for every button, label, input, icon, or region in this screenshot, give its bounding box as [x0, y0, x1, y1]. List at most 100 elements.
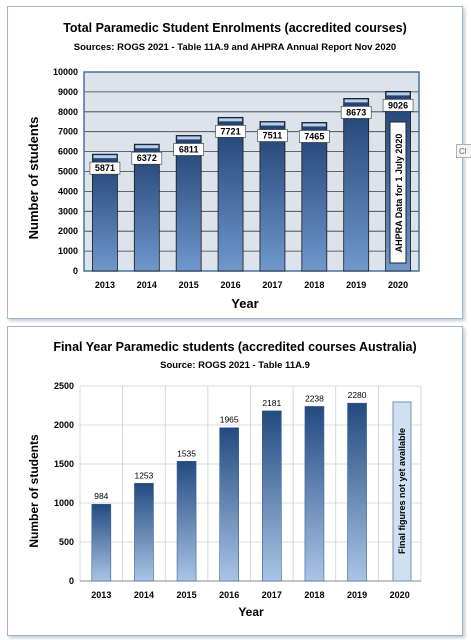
x-tick-label: 2019 [346, 280, 366, 290]
data-label-text: 9026 [388, 100, 408, 110]
enrolments-chart-panel: Total Paramedic Student Enrolments (accr… [7, 6, 463, 319]
y-tick-label: 7000 [58, 127, 78, 137]
y-tick-label: 1500 [54, 459, 74, 469]
data-label: 6811 [173, 143, 204, 156]
data-label: 9026 [382, 99, 414, 112]
final-year-chart: Final Year Paramedic students (accredite… [27, 340, 422, 619]
x-tick-label: 2014 [134, 590, 154, 600]
x-tick-label: 2017 [262, 590, 282, 600]
x-tick-label: 2018 [304, 280, 324, 290]
x-tick-label: 2020 [390, 590, 410, 600]
y-axis-title: Number of students [27, 434, 41, 548]
y-tick-label: 500 [59, 537, 74, 547]
bar [347, 402, 367, 582]
bar [301, 122, 328, 272]
x-tick-label: 2015 [179, 280, 199, 290]
bar [134, 482, 154, 582]
bar-highlight [177, 136, 201, 140]
bar-body [343, 98, 370, 272]
y-tick-label: 0 [69, 576, 74, 586]
y-tick-label: 1000 [58, 246, 78, 256]
bar-highlight [93, 155, 117, 159]
bar [175, 135, 202, 272]
x-axis-title: Year [238, 605, 264, 619]
bar [91, 503, 112, 582]
annotation-box: AHPRA Data for 1 July 2020 [389, 121, 407, 264]
data-label: 2238 [305, 393, 324, 403]
data-label-text: 7721 [221, 126, 241, 136]
y-tick-label: 4000 [58, 186, 78, 196]
y-tick-label: 6000 [58, 147, 78, 157]
y-tick-label: 1000 [54, 498, 74, 508]
bar-body [217, 116, 244, 272]
x-tick-label: 2016 [221, 280, 241, 290]
annotation-box: Final figures not yet available [392, 401, 412, 582]
data-label-text: 5871 [95, 163, 115, 173]
y-axis-title: Number of students [26, 117, 41, 240]
y-tick-label: 2500 [54, 381, 74, 391]
data-label-box [215, 125, 246, 138]
edge-tab[interactable]: Cl [456, 144, 471, 158]
bar-body [259, 121, 286, 272]
y-tick-label: 3000 [58, 206, 78, 216]
bar-highlight [386, 92, 410, 96]
plot-frame [83, 71, 420, 272]
chart-subtitle: Source: ROGS 2021 - Table 11A.9 [160, 360, 310, 371]
annotation-box-bg [389, 121, 407, 264]
y-tick-label: 10000 [53, 67, 78, 77]
x-axis-title: Year [231, 296, 258, 311]
data-label-box [257, 129, 288, 142]
bar-body [301, 122, 328, 272]
bar-body [175, 135, 202, 272]
y-tick-label: 9000 [58, 87, 78, 97]
bar [133, 143, 160, 272]
bar [304, 406, 325, 582]
bar [259, 121, 286, 272]
y-tick-label: 2000 [54, 420, 74, 430]
bar-highlight [219, 118, 243, 122]
y-tick-label: 0 [73, 266, 78, 276]
y-tick-label: 8000 [58, 107, 78, 117]
data-label: 7721 [215, 125, 246, 138]
data-label-box [382, 99, 414, 112]
data-label-text: 6811 [179, 144, 199, 154]
data-label: 1965 [220, 415, 239, 425]
data-label-text: 7511 [263, 131, 283, 141]
enrolments-chart: Total Paramedic Student Enrolments (accr… [26, 21, 420, 311]
x-tick-label: 2013 [91, 590, 111, 600]
data-label: 6372 [131, 151, 163, 165]
bar-highlight [344, 99, 368, 103]
data-label-text: 6372 [137, 153, 157, 163]
y-tick-label: 5000 [58, 167, 78, 177]
chart-title: Total Paramedic Student Enrolments (accr… [63, 21, 407, 35]
x-tick-label: 2013 [95, 280, 115, 290]
final-year-chart-panel: Final Year Paramedic students (accredite… [7, 326, 463, 636]
x-tick-label: 2020 [388, 280, 408, 290]
annotation-text: Final figures not yet available [397, 428, 407, 554]
x-tick-label: 2017 [262, 280, 282, 290]
data-label: 7465 [299, 130, 330, 143]
placeholder-bar [392, 401, 412, 582]
data-label: 5871 [89, 161, 121, 175]
data-label-box [131, 151, 163, 165]
x-tick-label: 2015 [177, 590, 197, 600]
chart-title: Final Year Paramedic students (accredite… [53, 340, 416, 354]
y-tick-label: 2000 [58, 226, 78, 236]
x-tick-label: 2019 [347, 590, 367, 600]
bar [176, 460, 197, 582]
bar [262, 410, 282, 582]
data-label: 7511 [257, 129, 288, 142]
data-label-text: 8673 [346, 107, 366, 117]
x-tick-label: 2018 [304, 590, 324, 600]
data-label: 2280 [348, 390, 367, 400]
data-label-text: 7465 [304, 131, 324, 141]
bar [343, 98, 370, 272]
data-label-box [89, 161, 121, 175]
bar [219, 427, 239, 582]
data-label: 984 [94, 491, 108, 501]
data-label: 1535 [177, 448, 196, 458]
chart-subtitle: Sources: ROGS 2021 - Table 11A.9 and AHP… [74, 42, 396, 53]
bar [217, 116, 244, 272]
bar-highlight [135, 145, 159, 149]
annotation-text: AHPRA Data for 1 July 2020 [394, 134, 404, 253]
